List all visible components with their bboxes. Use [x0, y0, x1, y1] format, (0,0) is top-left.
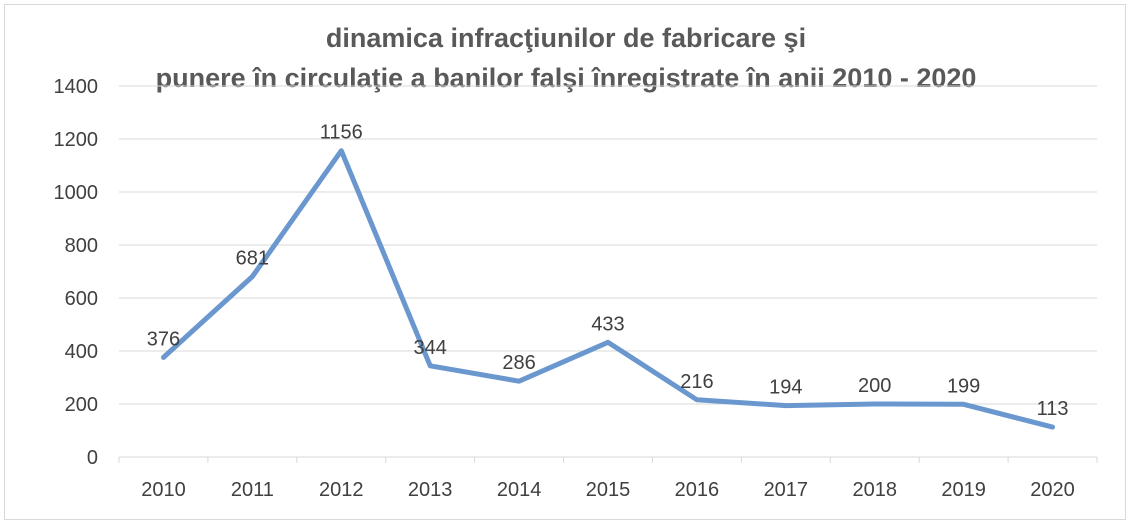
x-tick-label: 2015 [586, 479, 631, 501]
chart-title: dinamica infracţiunilor de fabricare şi … [0, 18, 1132, 98]
data-label: 113 [1037, 398, 1069, 420]
x-tick-label: 2010 [141, 479, 186, 501]
data-label: 433 [591, 313, 624, 335]
data-label: 1156 [320, 122, 363, 144]
chart-frame [4, 4, 1126, 520]
x-tick-label: 2017 [764, 479, 809, 501]
data-label: 200 [858, 375, 891, 397]
data-label: 681 [236, 248, 269, 270]
series-line [161, 148, 1055, 430]
chart-title-line-2: punere în circulaţie a banilor falşi înr… [155, 63, 977, 93]
y-tick-label: 200 [65, 394, 98, 416]
x-tick-label: 2014 [497, 479, 542, 501]
data-labels: 376 681 1156 344 286 433 216 194 200 199 113 [147, 122, 1069, 420]
x-tick-label: 2020 [1030, 479, 1075, 501]
y-tick-label: 1400 [54, 76, 99, 98]
x-axis-ticks: 2010 2011 2012 2013 2014 2015 2016 2017 2018 2019… [141, 479, 1075, 501]
x-tick-label: 2012 [319, 479, 364, 501]
chart-title-line-1: dinamica infracţiunilor de fabricare şi [325, 23, 807, 53]
data-label: 376 [147, 328, 180, 350]
y-tick-label: 1200 [54, 129, 99, 151]
data-label: 194 [769, 377, 802, 399]
series-line-group [161, 148, 1055, 430]
data-label: 199 [947, 375, 980, 397]
x-axis [118, 456, 1098, 463]
y-tick-label: 1000 [54, 182, 99, 204]
x-tick-label: 2018 [852, 479, 897, 501]
y-tick-label: 400 [65, 341, 98, 363]
x-tick-label: 2013 [408, 479, 453, 501]
y-tick-label: 0 [87, 447, 98, 469]
y-axis-ticks: 0 200 400 600 800 1000 1200 1400 [54, 76, 99, 469]
data-label: 216 [680, 371, 713, 393]
x-tick-label: 2011 [231, 479, 274, 501]
x-tick-label: 2019 [941, 479, 986, 501]
gridlines [119, 85, 1097, 405]
x-tick-label: 2016 [675, 479, 720, 501]
y-tick-label: 600 [65, 288, 98, 310]
data-label: 344 [413, 337, 446, 359]
data-label: 286 [502, 352, 535, 374]
y-tick-label: 800 [65, 235, 98, 257]
